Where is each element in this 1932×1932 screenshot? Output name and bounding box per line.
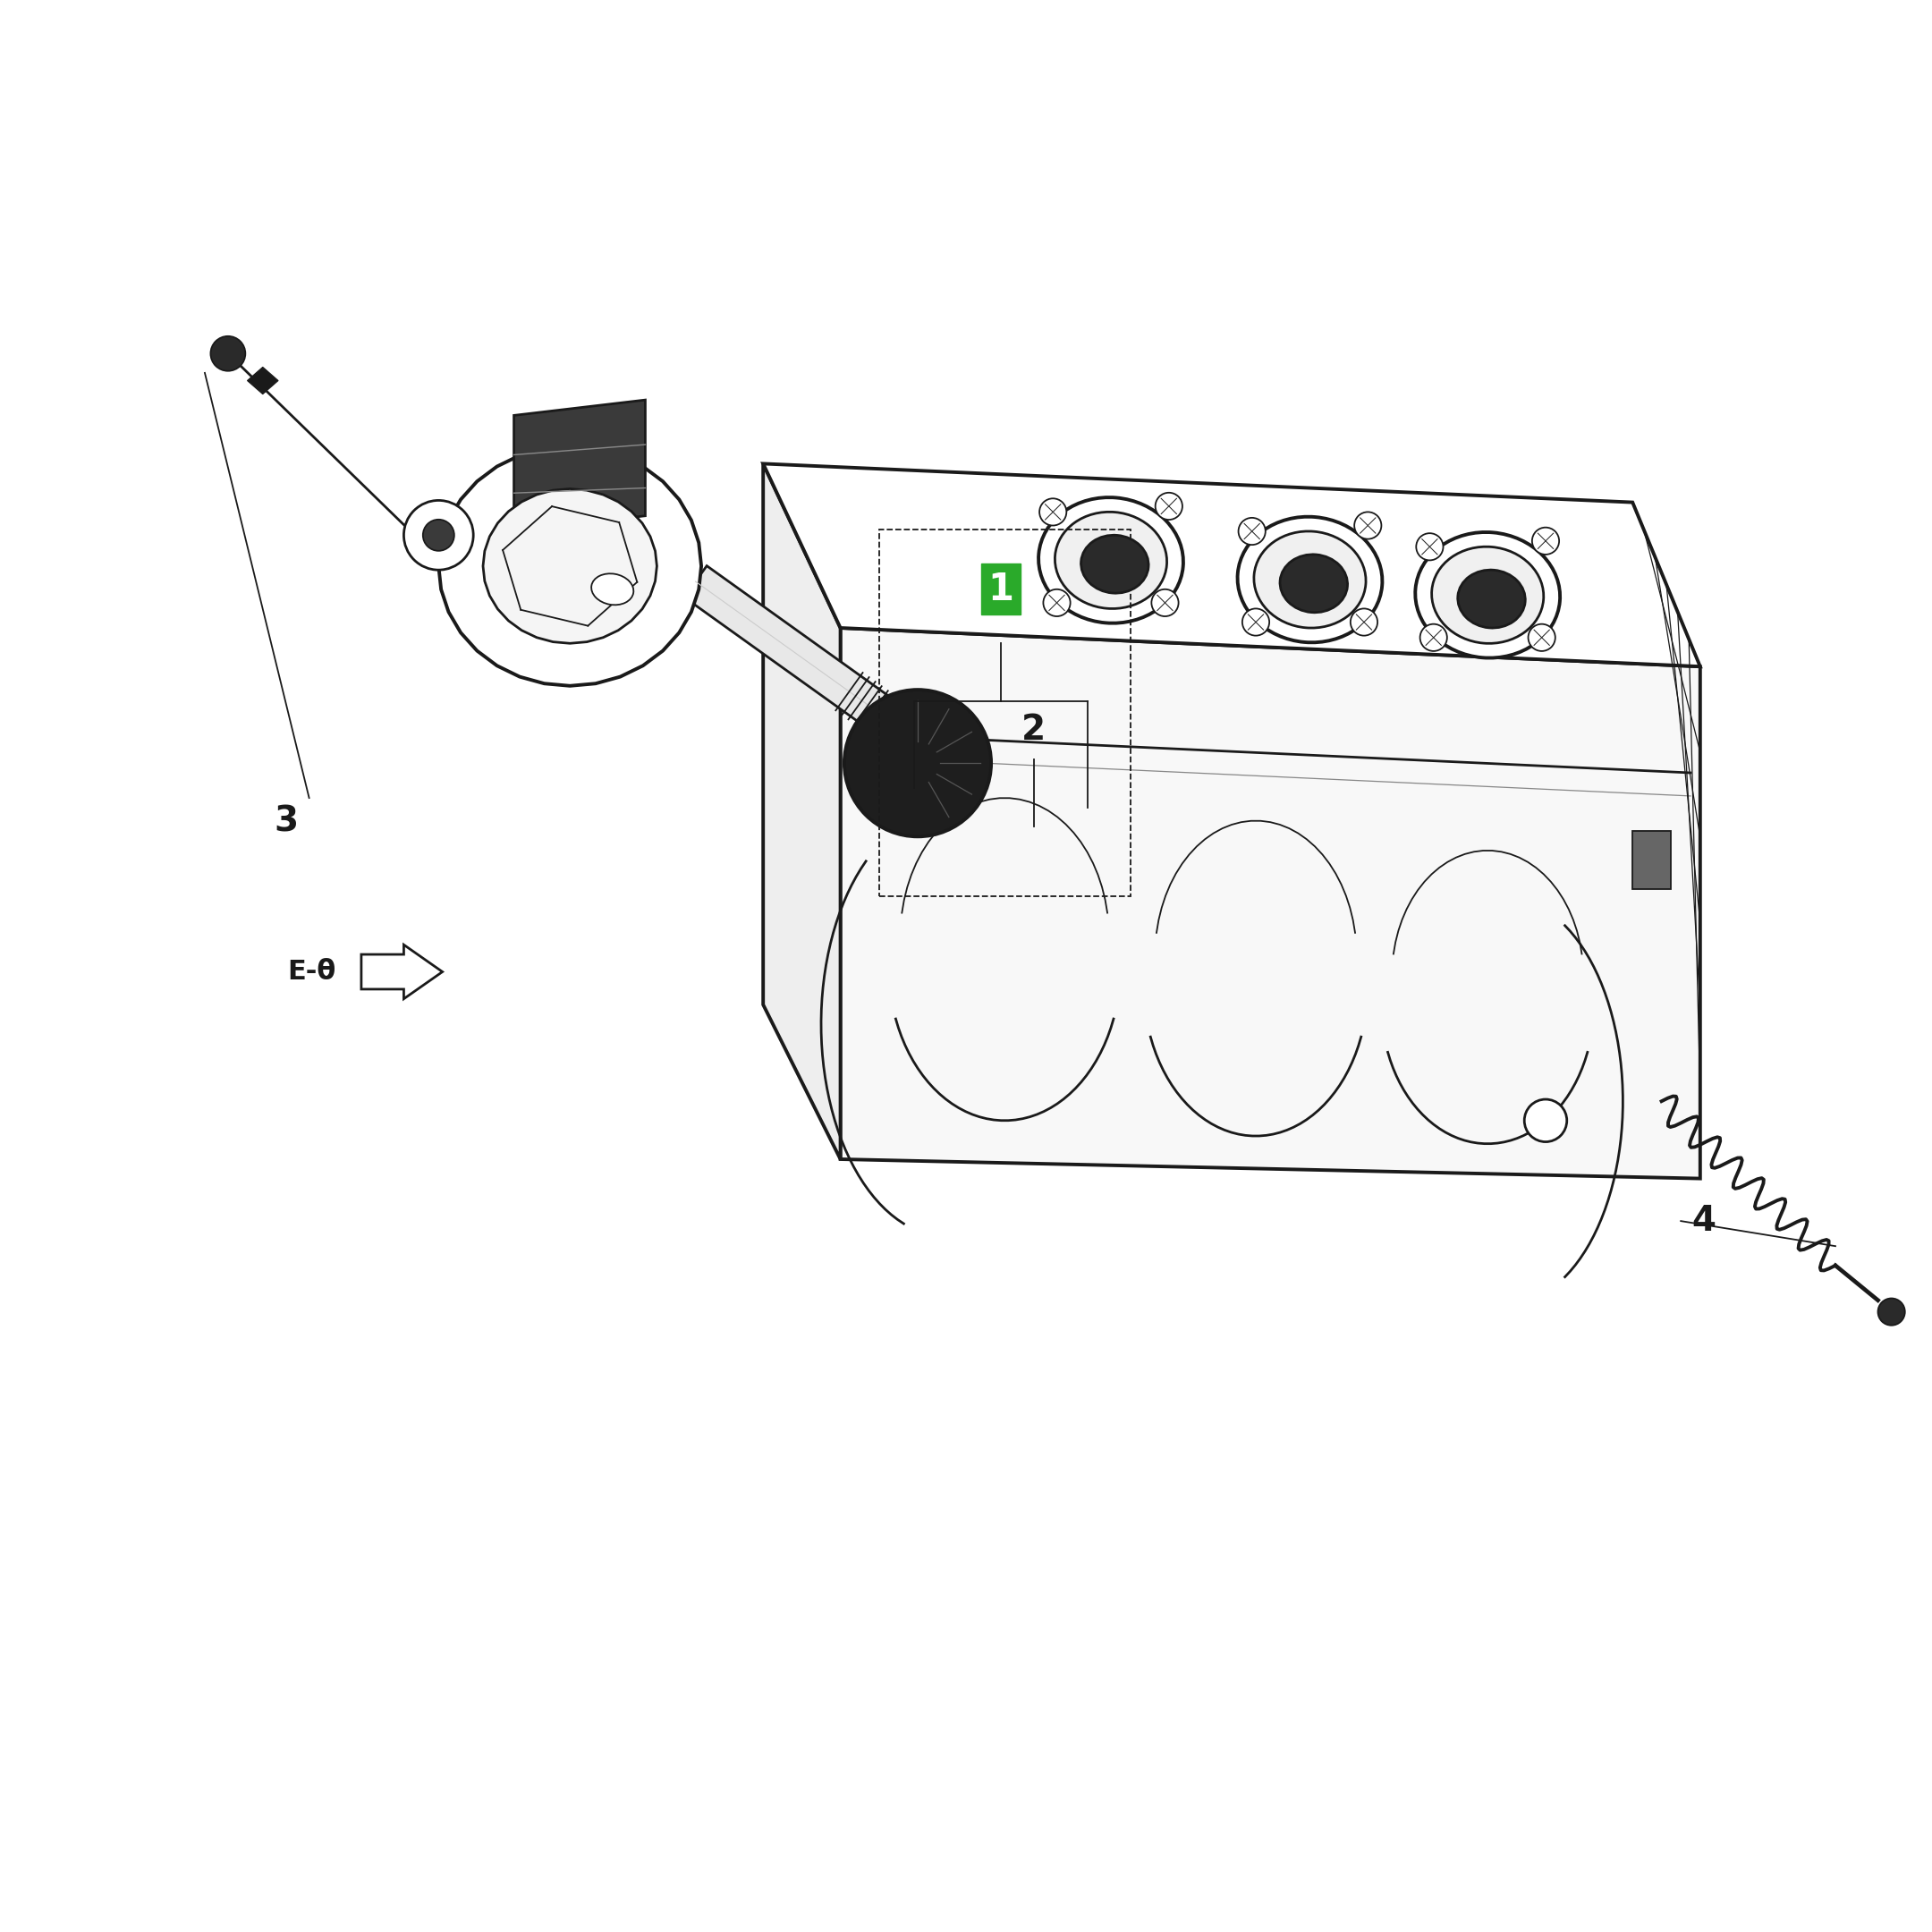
Ellipse shape xyxy=(1459,570,1524,628)
Text: 4: 4 xyxy=(1692,1204,1716,1238)
Text: E-θ: E-θ xyxy=(288,958,336,985)
Circle shape xyxy=(1350,609,1378,636)
Ellipse shape xyxy=(1416,531,1559,659)
Circle shape xyxy=(423,520,454,551)
Polygon shape xyxy=(247,367,278,394)
Ellipse shape xyxy=(1039,497,1182,624)
Text: 2: 2 xyxy=(1022,713,1045,748)
Circle shape xyxy=(211,336,245,371)
Circle shape xyxy=(1532,527,1559,554)
Ellipse shape xyxy=(1055,512,1167,609)
Ellipse shape xyxy=(1432,547,1544,643)
Circle shape xyxy=(1238,518,1265,545)
Polygon shape xyxy=(684,566,904,738)
Circle shape xyxy=(844,690,991,837)
Circle shape xyxy=(1524,1099,1567,1142)
Circle shape xyxy=(1420,624,1447,651)
Polygon shape xyxy=(763,464,1700,667)
Polygon shape xyxy=(483,489,657,643)
Circle shape xyxy=(1354,512,1381,539)
Circle shape xyxy=(1155,493,1182,520)
Polygon shape xyxy=(514,400,645,531)
Text: 3: 3 xyxy=(274,804,298,838)
FancyArrow shape xyxy=(361,945,442,999)
Ellipse shape xyxy=(1281,554,1347,612)
Ellipse shape xyxy=(1082,535,1148,593)
Bar xyxy=(1633,831,1671,889)
Polygon shape xyxy=(439,446,701,686)
Circle shape xyxy=(1039,498,1066,526)
Ellipse shape xyxy=(591,574,634,605)
Circle shape xyxy=(1416,533,1443,560)
Circle shape xyxy=(1878,1298,1905,1325)
Polygon shape xyxy=(840,628,1700,1179)
Circle shape xyxy=(1043,589,1070,616)
Ellipse shape xyxy=(1238,516,1381,643)
Circle shape xyxy=(1151,589,1179,616)
Circle shape xyxy=(404,500,473,570)
Text: 1: 1 xyxy=(987,570,1014,609)
Bar xyxy=(879,529,1130,896)
Ellipse shape xyxy=(1254,531,1366,628)
Circle shape xyxy=(1528,624,1555,651)
Circle shape xyxy=(1242,609,1269,636)
Polygon shape xyxy=(763,464,840,1159)
